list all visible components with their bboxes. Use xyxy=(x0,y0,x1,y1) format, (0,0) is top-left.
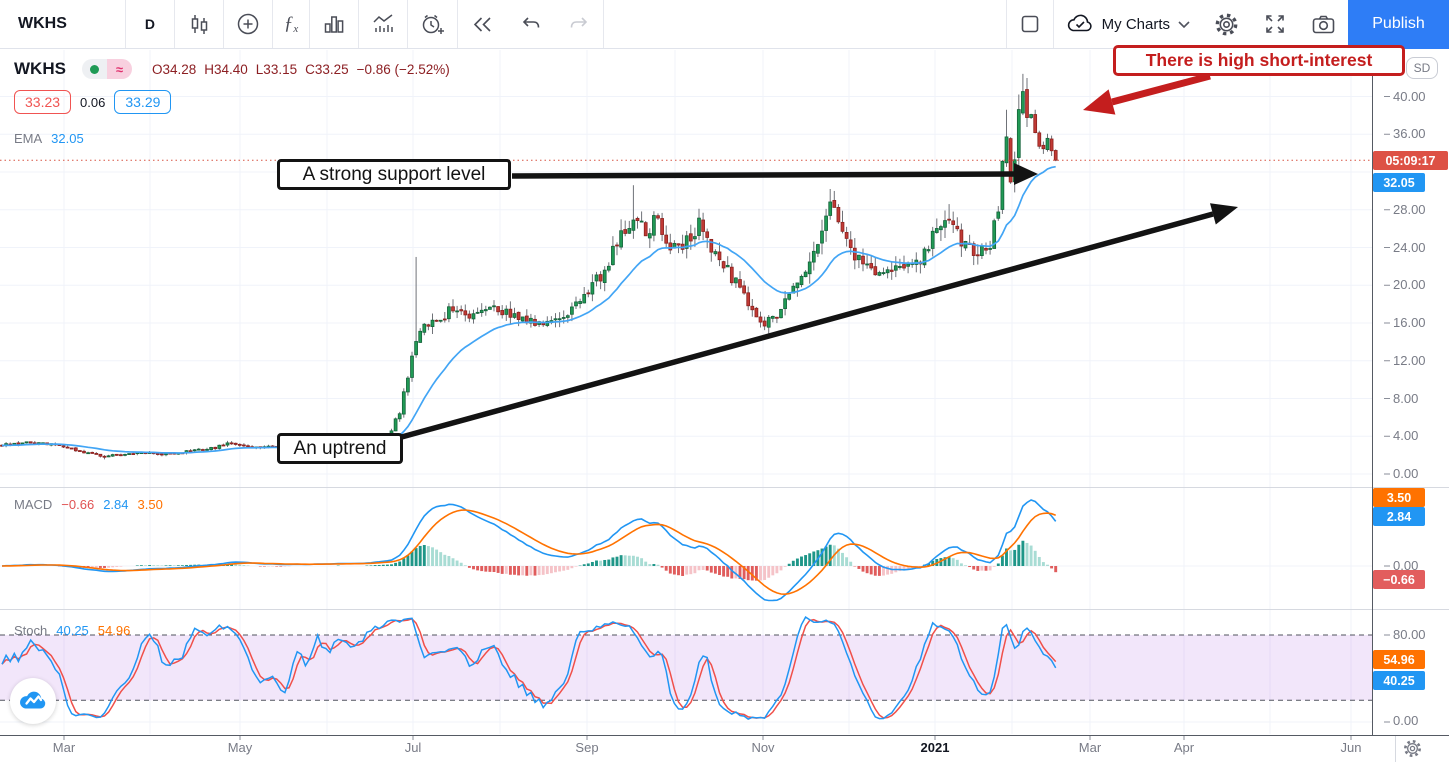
macd-legend: MACD −0.66 2.84 3.50 xyxy=(14,497,163,512)
symbol-visibility-toggle[interactable] xyxy=(81,59,107,79)
macd-title: MACD xyxy=(14,497,53,512)
ema-line xyxy=(1,165,1056,454)
redo-button[interactable] xyxy=(555,0,603,48)
ema-value: 32.05 xyxy=(51,131,84,146)
uptrend-arrow-line xyxy=(397,211,1214,441)
symbol-toggles: ≈ xyxy=(81,59,132,79)
macd-signal-value: 3.50 xyxy=(137,497,163,512)
short-interest-arrow-line xyxy=(1111,72,1211,106)
toolbar-divider xyxy=(124,0,126,48)
toolbar-divider xyxy=(271,0,273,48)
stoch-pane-series xyxy=(1,616,1057,720)
toolbar-right-group: My Charts xyxy=(1005,0,1449,49)
annotation-support-level[interactable]: A strong support level xyxy=(277,159,511,190)
fullscreen-button[interactable] xyxy=(1251,0,1299,48)
ask-button[interactable]: 33.29 xyxy=(114,90,172,114)
toolbar-divider xyxy=(222,0,224,48)
toolbar-divider xyxy=(1052,0,1054,48)
add-alert-button[interactable] xyxy=(408,0,457,48)
undo-icon xyxy=(523,17,540,28)
legend-symbol: WKHS xyxy=(14,59,66,78)
time-axis-settings-button[interactable] xyxy=(1399,737,1425,760)
annotation-uptrend[interactable]: An uptrend xyxy=(277,433,403,464)
high-value: H34.40 xyxy=(204,61,248,77)
candlestick-icon xyxy=(191,15,208,34)
cloud-check-icon xyxy=(1067,14,1092,32)
toolbar-divider xyxy=(173,0,175,48)
toolbar-divider xyxy=(603,0,605,48)
main-legend: WKHS ≈ O34.28 H34.40 L33.15 C33.25 −0.86… xyxy=(14,59,450,79)
open-value: O34.28 xyxy=(151,61,197,77)
symbol-flag-toggle[interactable]: ≈ xyxy=(106,59,132,79)
bar-replay-button[interactable] xyxy=(458,0,507,48)
spread-value: 0.06 xyxy=(80,94,106,110)
replay-rewind-icon xyxy=(474,16,491,32)
chart-style-button[interactable] xyxy=(175,0,223,48)
low-value: L33.15 xyxy=(255,61,298,77)
change-value: −0.86 (−2.52%) xyxy=(356,61,450,77)
undo-button[interactable] xyxy=(507,0,555,48)
green-dot-icon xyxy=(89,64,99,74)
gear-icon xyxy=(1215,13,1238,35)
columns-chart-icon xyxy=(325,16,344,33)
redo-icon xyxy=(570,17,588,28)
fundamentals-button[interactable] xyxy=(359,0,407,48)
tradingview-logo[interactable] xyxy=(10,678,56,724)
support-arrow-line xyxy=(511,171,1015,179)
ohlc-values: O34.28 H34.40 L33.15 C33.25 −0.86 (−2.52… xyxy=(152,62,450,77)
stoch-k-value: 40.25 xyxy=(56,623,89,638)
stoch-title: Stoch xyxy=(14,623,48,638)
stoch-d-value: 54.96 xyxy=(97,623,131,638)
stoch-band xyxy=(0,635,1372,701)
top-toolbar: WKHS D ƒx xyxy=(0,0,1449,49)
publish-button[interactable]: Publish xyxy=(1348,0,1449,49)
compare-plus-icon xyxy=(237,13,259,35)
symbol-search-button[interactable]: WKHS xyxy=(18,15,67,32)
toolbar-divider xyxy=(1005,0,1007,48)
fullscreen-arrows-icon xyxy=(1266,15,1284,33)
bid-button[interactable]: 33.23 xyxy=(14,90,72,114)
indicators-button[interactable]: ƒx xyxy=(273,0,309,48)
macd-pane-series xyxy=(1,499,1058,602)
annotation-short-interest[interactable]: There is high short-interest xyxy=(1113,45,1405,76)
annotation-arrows[interactable] xyxy=(397,72,1238,441)
cloud-chart-logo-icon xyxy=(20,691,46,709)
stoch-legend: Stoch 40.25 54.96 xyxy=(14,623,130,638)
toolbar-divider xyxy=(457,0,459,48)
alert-clock-icon xyxy=(423,14,445,34)
my-charts-label: My Charts xyxy=(1101,15,1170,33)
chart-settings-button[interactable] xyxy=(1202,0,1251,48)
interval-button[interactable]: D xyxy=(144,16,155,32)
short-interest-arrow-head xyxy=(1083,89,1116,115)
support-arrow-head xyxy=(1014,163,1038,185)
my-charts-menu[interactable]: My Charts xyxy=(1054,0,1202,48)
layout-select-button[interactable] xyxy=(1007,0,1053,48)
forecast-chart-icon xyxy=(373,14,394,32)
templates-button[interactable] xyxy=(310,0,358,48)
camera-icon xyxy=(1312,15,1335,33)
gear-icon xyxy=(1403,740,1421,757)
uptrend-arrow-head xyxy=(1210,203,1238,225)
bid-ask-row: 33.23 0.06 33.29 xyxy=(14,90,172,114)
toolbar-divider xyxy=(407,0,409,48)
layout-square-icon xyxy=(1021,15,1038,33)
ema-label: EMA xyxy=(14,131,43,146)
compare-button[interactable] xyxy=(224,0,272,48)
toolbar-divider xyxy=(309,0,311,48)
chevron-down-icon xyxy=(1178,21,1190,29)
macd-hist-value: −0.66 xyxy=(61,497,95,512)
fx-icon: ƒx xyxy=(283,13,299,35)
macd-line-value: 2.84 xyxy=(103,497,129,512)
currency-tag[interactable]: SD xyxy=(1406,57,1438,79)
close-value: C33.25 xyxy=(305,61,349,77)
ema-legend: EMA 32.05 xyxy=(14,131,84,146)
snapshot-button[interactable] xyxy=(1299,0,1348,48)
toolbar-divider xyxy=(358,0,360,48)
